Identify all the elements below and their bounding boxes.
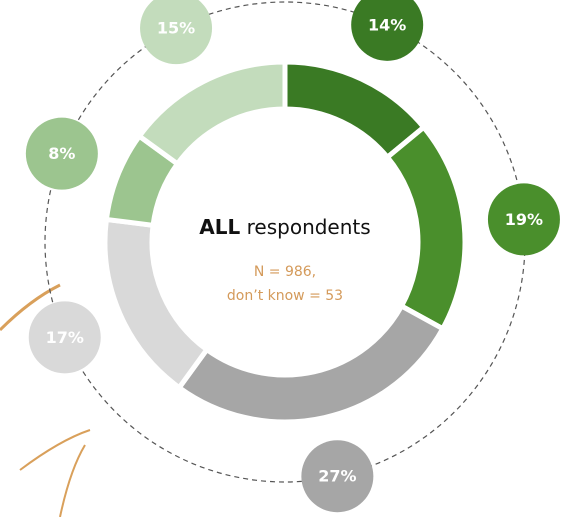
donut-segment — [135, 59, 288, 168]
center-title-rest: respondents — [247, 215, 371, 239]
value-label: 14% — [368, 15, 406, 34]
value-bubble — [351, 0, 424, 61]
decor-curve — [59, 444, 86, 517]
value-bubble — [25, 117, 98, 190]
value-label: 8% — [48, 144, 75, 163]
donut-segment — [102, 216, 211, 392]
center-title: ALL respondents — [199, 215, 370, 239]
center-note: N = 986, — [254, 264, 316, 280]
value-bubble — [301, 440, 374, 513]
value-bubble — [140, 0, 213, 65]
value-label: 27% — [318, 467, 356, 486]
donut-segment — [175, 302, 447, 425]
segments — [102, 59, 468, 425]
value-label: 17% — [46, 328, 84, 347]
value-bubble — [487, 183, 560, 256]
value-label: 15% — [157, 19, 195, 38]
center-title-bold: ALL — [199, 215, 240, 239]
value-bubble — [28, 301, 101, 374]
decor-curve — [0, 283, 61, 332]
center-note: don’t know = 53 — [227, 288, 343, 304]
value-label: 19% — [505, 210, 543, 229]
donut-segment — [383, 123, 468, 333]
decor-curve — [19, 429, 91, 471]
